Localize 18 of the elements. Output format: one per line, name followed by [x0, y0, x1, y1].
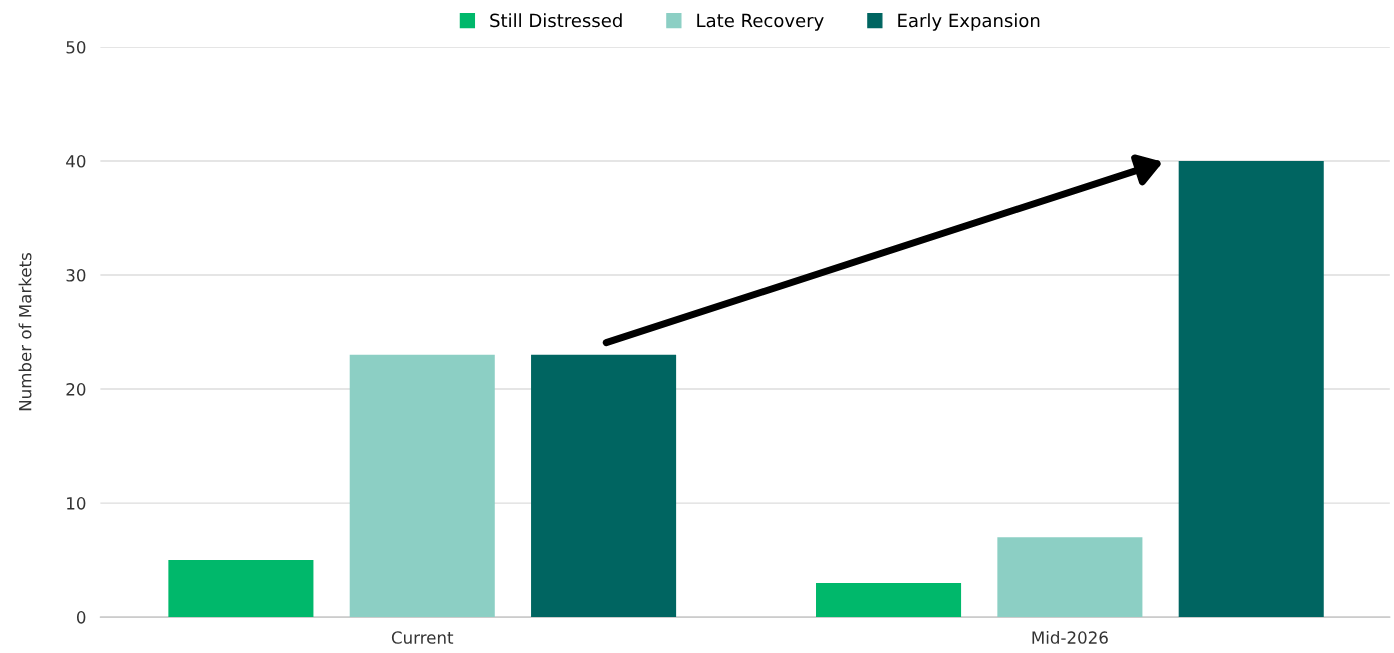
- y-tick-label: 50: [66, 40, 86, 54]
- x-tick-label: Mid-2026: [1032, 630, 1108, 644]
- x-tick-label: Current: [391, 631, 454, 644]
- bar: [531, 354, 677, 618]
- bar: [168, 560, 314, 618]
- bar: [349, 354, 495, 618]
- y-tick-label: 40: [66, 154, 86, 168]
- legend-label: Late Recovery: [697, 13, 824, 31]
- legend-label: Still Distressed: [490, 13, 622, 28]
- y-tick-label: 30: [66, 269, 86, 282]
- bar: [997, 537, 1143, 618]
- bar: [816, 582, 962, 618]
- y-tick-label: 10: [67, 497, 86, 510]
- y-tick-label: 20: [66, 383, 86, 396]
- y-tick-label: 0: [76, 611, 86, 624]
- legend-label: Early Expansion: [898, 13, 1040, 31]
- bar: [1178, 161, 1324, 618]
- y-axis-title: Number of Markets: [18, 253, 32, 411]
